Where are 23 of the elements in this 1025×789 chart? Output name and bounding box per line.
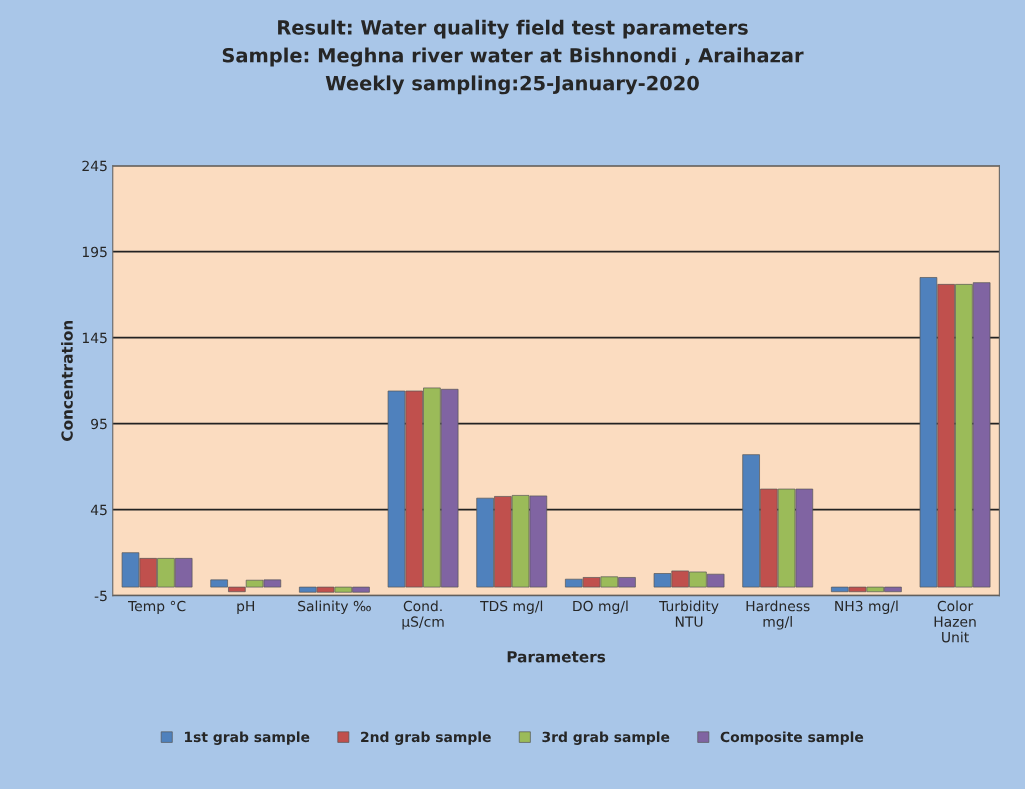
x-tick-label: Salinity ‰ — [298, 600, 371, 614]
legend-label: 2nd grab sample — [361, 731, 491, 745]
y-axis-title: Concentration — [61, 320, 73, 441]
x-tick-label: Hardness mg/l — [746, 600, 810, 630]
x-tick-label: NH3 mg/l — [835, 600, 898, 614]
legend-label: Composite sample — [720, 731, 864, 745]
x-tick-label: pH — [237, 600, 255, 614]
legend-label: 3rd grab sample — [542, 731, 670, 745]
y-tick-label: 245 — [82, 160, 107, 172]
y-tick-label: 45 — [90, 504, 107, 516]
chart-title: Result: Water quality field test parameters Sample: Meghna river water at Bishnondi , Araihazar Weekly sampling:25-January-2020 — [222, 19, 804, 95]
x-tick-label: Cond. µS/cm — [402, 600, 444, 630]
y-tick-label: 145 — [82, 332, 107, 344]
x-tick-label: Turbidity NTU — [659, 600, 719, 627]
x-tick-label: DO mg/l — [573, 600, 628, 614]
y-tick-label: -5 — [94, 590, 107, 602]
legend-label: 1st grab sample — [184, 731, 310, 745]
y-tick-label: 95 — [91, 418, 107, 430]
x-tick-label: TDS mg/l — [480, 600, 543, 614]
x-tick-label: Color Hazen Unit — [934, 600, 976, 643]
x-axis-title: Parameters — [507, 651, 606, 663]
y-tick-label: 195 — [82, 246, 107, 258]
x-tick-label: Temp °C — [128, 600, 186, 614]
